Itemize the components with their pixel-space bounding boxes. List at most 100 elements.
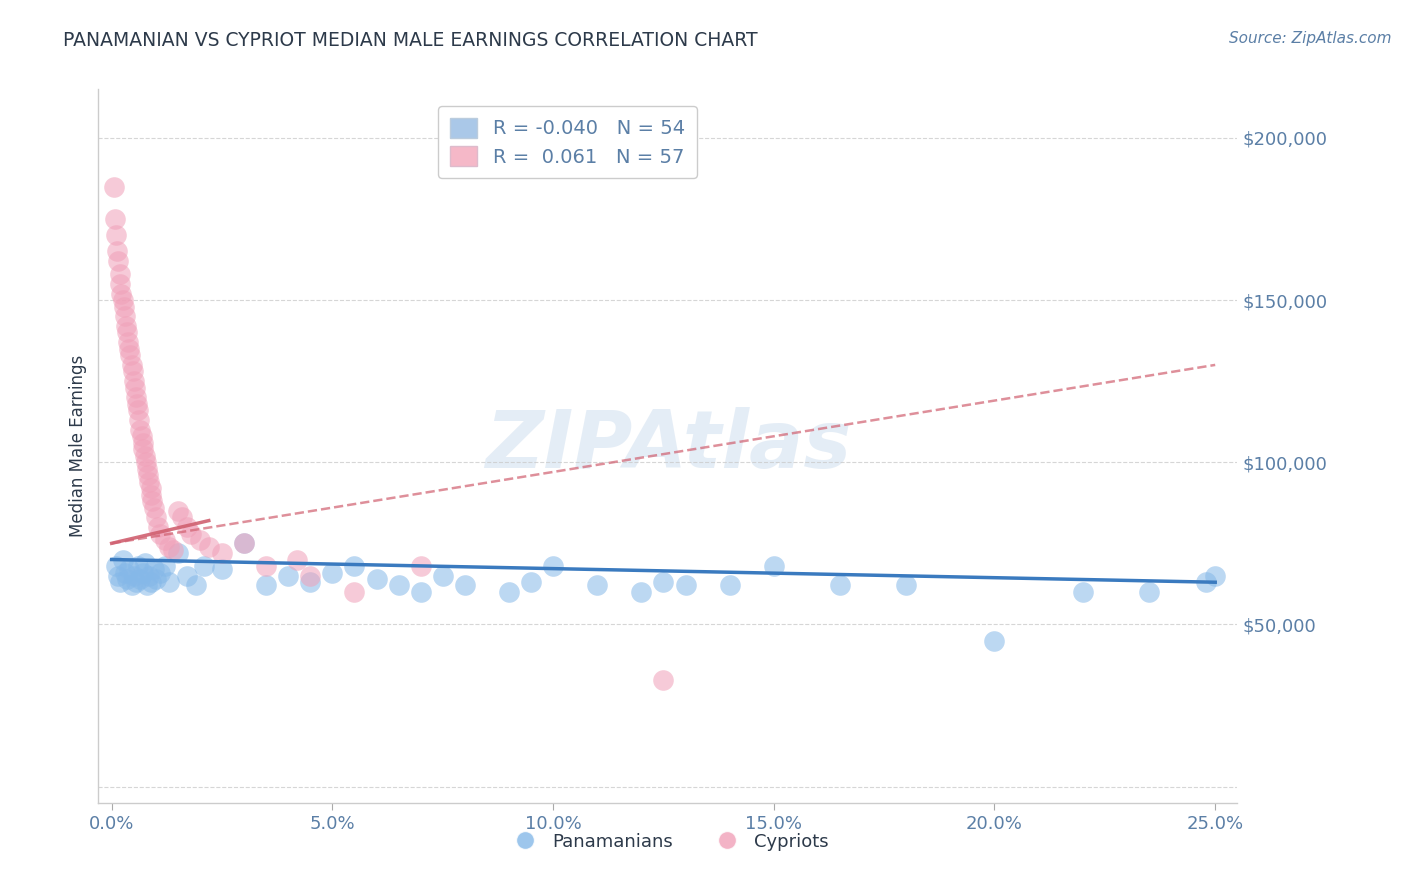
Point — [107, 568, 129, 582]
Point — [157, 540, 180, 554]
Point — [136, 461, 159, 475]
Point — [145, 510, 167, 524]
Point — [142, 562, 165, 576]
Point — [149, 566, 172, 580]
Point — [105, 559, 128, 574]
Point — [110, 575, 132, 590]
Point — [138, 568, 160, 582]
Point — [896, 578, 918, 592]
Point — [117, 335, 139, 350]
Point — [105, 228, 128, 243]
Point — [675, 578, 697, 592]
Point — [454, 578, 477, 592]
Point — [125, 575, 148, 590]
Point — [176, 568, 198, 582]
Point — [157, 575, 180, 590]
Point — [134, 449, 156, 463]
Y-axis label: Median Male Earnings: Median Male Earnings — [69, 355, 87, 537]
Point — [1204, 568, 1226, 582]
Point — [153, 559, 176, 574]
Point — [112, 300, 135, 314]
Point — [105, 244, 128, 259]
Point — [149, 526, 172, 541]
Point — [145, 572, 167, 586]
Point — [254, 578, 277, 592]
Point — [254, 559, 277, 574]
Point — [176, 520, 198, 534]
Point — [541, 559, 564, 574]
Point — [167, 504, 190, 518]
Point — [1071, 585, 1094, 599]
Point — [115, 326, 138, 340]
Point — [167, 546, 190, 560]
Point — [983, 633, 1005, 648]
Point — [132, 442, 155, 457]
Text: Source: ZipAtlas.com: Source: ZipAtlas.com — [1229, 31, 1392, 46]
Point — [131, 566, 153, 580]
Point — [409, 585, 432, 599]
Point — [131, 429, 153, 443]
Point — [142, 500, 165, 515]
Point — [277, 568, 299, 582]
Point — [110, 286, 132, 301]
Point — [122, 568, 145, 582]
Point — [136, 578, 159, 592]
Point — [299, 568, 322, 582]
Point — [128, 413, 150, 427]
Point — [135, 455, 157, 469]
Point — [127, 397, 149, 411]
Point — [134, 556, 156, 570]
Point — [197, 540, 219, 554]
Point — [188, 533, 211, 547]
Point — [121, 364, 143, 378]
Point — [115, 572, 138, 586]
Point — [387, 578, 409, 592]
Text: ZIPAtlas: ZIPAtlas — [485, 407, 851, 485]
Point — [114, 318, 136, 333]
Point — [233, 536, 256, 550]
Point — [211, 546, 233, 560]
Point — [520, 575, 543, 590]
Point — [153, 533, 176, 547]
Point — [120, 348, 142, 362]
Point — [233, 536, 256, 550]
Point — [432, 568, 454, 582]
Point — [343, 559, 366, 574]
Point — [146, 520, 169, 534]
Point — [121, 358, 143, 372]
Point — [366, 572, 388, 586]
Point — [193, 559, 215, 574]
Point — [127, 559, 149, 574]
Point — [122, 374, 145, 388]
Point — [103, 179, 125, 194]
Point — [131, 435, 153, 450]
Point — [586, 578, 609, 592]
Point — [111, 552, 134, 566]
Legend: Panamanians, Cypriots: Panamanians, Cypriots — [499, 826, 837, 858]
Point — [121, 578, 143, 592]
Point — [172, 510, 194, 524]
Point — [141, 575, 163, 590]
Point — [321, 566, 343, 580]
Point — [129, 572, 152, 586]
Point — [139, 481, 162, 495]
Point — [285, 552, 308, 566]
Point — [114, 566, 136, 580]
Point — [1137, 585, 1160, 599]
Text: PANAMANIAN VS CYPRIOT MEDIAN MALE EARNINGS CORRELATION CHART: PANAMANIAN VS CYPRIOT MEDIAN MALE EARNIN… — [63, 31, 758, 50]
Point — [107, 254, 129, 268]
Point — [136, 468, 159, 483]
Point — [162, 542, 184, 557]
Point — [110, 277, 132, 291]
Point — [828, 578, 851, 592]
Point — [111, 293, 134, 307]
Point — [104, 211, 127, 226]
Point — [108, 267, 131, 281]
Point — [498, 585, 520, 599]
Point — [409, 559, 432, 574]
Point — [124, 381, 146, 395]
Point — [652, 673, 675, 687]
Point — [118, 342, 141, 356]
Point — [762, 559, 785, 574]
Point — [180, 526, 202, 541]
